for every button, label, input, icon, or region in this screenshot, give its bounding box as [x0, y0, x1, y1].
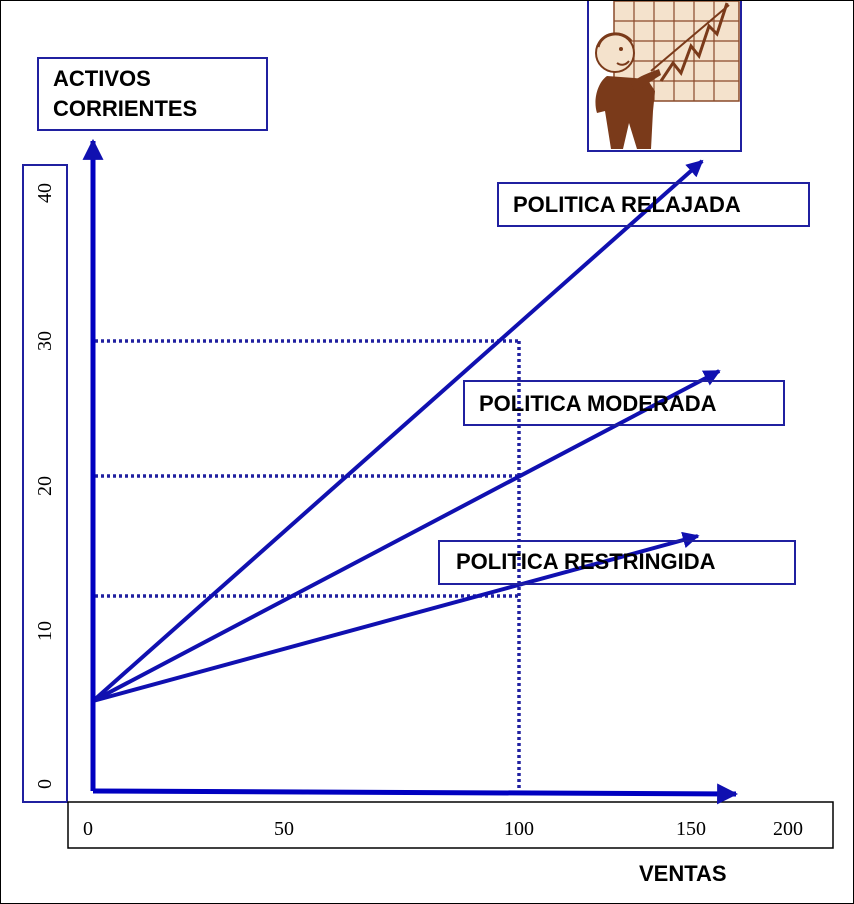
series-label-2: POLITICA MODERADA [479, 391, 717, 416]
series-label-box-2 [463, 380, 785, 426]
x-tick-label-150: 150 [676, 818, 706, 840]
x-tick-box [67, 801, 834, 849]
x-axis-label: VENTAS [639, 861, 727, 886]
series-label-box-1 [497, 182, 810, 227]
y-tick-label-40: 40 [34, 183, 56, 203]
series-label-1: POLITICA RELAJADA [513, 192, 741, 217]
businessman-chart-illustration [587, 1, 742, 152]
y-label-box [37, 57, 268, 131]
x-tick-label-100: 100 [504, 818, 534, 840]
x-tick-label-50: 50 [274, 818, 294, 840]
series-label-box-3 [438, 540, 796, 585]
series-line-2 [92, 369, 721, 703]
y-tick-label-10: 10 [34, 621, 56, 641]
x-tick-label-200: 200 [773, 818, 803, 840]
y-tick-label-0: 0 [34, 779, 56, 789]
series-label-3: POLITICA RESTRINGIDA [456, 549, 716, 574]
x-axis [92, 783, 739, 805]
x-tick-label-0: 0 [83, 818, 93, 840]
y-tick-label-20: 20 [34, 476, 56, 496]
y-tick-label-30: 30 [34, 331, 56, 351]
series-line-3 [92, 531, 700, 703]
y-tick-box [22, 164, 68, 803]
y-axis-label-line-1: ACTIVOS [53, 66, 151, 91]
y-axis-label-line-2: CORRIENTES [53, 96, 197, 121]
series-line-1 [91, 159, 704, 703]
